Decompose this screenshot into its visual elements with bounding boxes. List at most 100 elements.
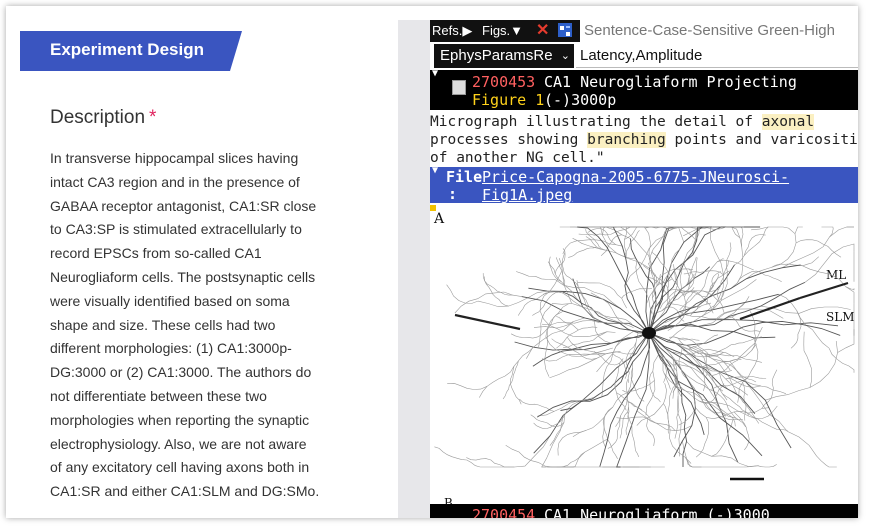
axon-branch [556, 316, 579, 331]
axon-branch [679, 258, 724, 311]
axon-branch [576, 280, 612, 344]
axon-branch [724, 296, 750, 320]
file-link[interactable]: Price-Capogna-2005-6775-JNeurosci- Fig1A.… [482, 168, 842, 204]
description-line: morphologies when reporting the synaptic [50, 411, 310, 428]
description-line: CA1:SR and either CA1:SLM and DG:SMo. [50, 483, 320, 500]
axon-branch [734, 464, 777, 468]
next-record-id[interactable]: 2700454 [472, 506, 536, 518]
axon-branch [695, 407, 770, 420]
axon-branch [447, 382, 488, 390]
axon-branch [649, 371, 661, 403]
axon-branch [781, 226, 854, 269]
axon-branch [549, 351, 637, 379]
axon-branch [697, 308, 784, 327]
figure-label[interactable]: Figure 1 [472, 91, 545, 109]
axon-branch [790, 310, 802, 349]
figure-caption: Micrograph illustrating the detail of ax… [430, 113, 858, 167]
axon-branch [624, 234, 667, 286]
axon-branch [748, 412, 788, 431]
pane-divider-scrollbar[interactable] [398, 20, 430, 518]
translate-icon[interactable] [558, 23, 572, 37]
axon-branch [692, 364, 732, 373]
collapse-triangle-icon[interactable]: ▼ [432, 68, 439, 79]
axon-branch [717, 259, 754, 271]
axon-branch [760, 305, 851, 314]
axon-branch [479, 346, 534, 398]
axon-branch [552, 303, 634, 328]
axon-branch [731, 316, 760, 332]
axon-branch [628, 402, 651, 420]
axon-branch [648, 266, 711, 334]
axon-branch [546, 451, 585, 468]
axon-branch [663, 372, 738, 411]
axon-branch [648, 332, 739, 463]
axon-branch [688, 334, 718, 350]
filter-bar: EphysParamsRe ⌄ Latency,Amplitude [430, 44, 858, 68]
figs-button[interactable]: Figs.▼ [482, 20, 523, 42]
description-line: DG:3000 or (2) CA1:3000. The authors do [50, 364, 312, 381]
refs-button[interactable]: Refs.▶ [432, 20, 472, 42]
axon-branch [446, 284, 479, 304]
search-mode-text[interactable]: Sentence-Case-Sensitive Green-High [584, 22, 835, 39]
collapse-triangle-icon[interactable]: ▼ [432, 165, 439, 176]
axon-branch [669, 336, 711, 357]
axon-branch [663, 403, 670, 434]
axon-branch [594, 351, 621, 366]
axon-branch [716, 301, 746, 319]
axon-branch [648, 332, 756, 414]
section-title: Experiment Design [50, 40, 204, 59]
axon-branch [734, 226, 769, 266]
axon-branch [545, 303, 569, 337]
axon-branch [666, 279, 757, 342]
panel-letter-b: B [444, 496, 453, 505]
axon-branch [538, 303, 553, 347]
axon-branch [587, 228, 616, 245]
axon-branch [743, 234, 766, 256]
section-banner: Experiment Design [20, 31, 242, 71]
axon-branch [648, 323, 776, 339]
axon-branch [533, 332, 650, 454]
axon-branch [729, 377, 787, 394]
axon-branch [622, 380, 655, 393]
axon-branch [577, 282, 627, 309]
axon-branch [669, 353, 677, 393]
ephys-params-select[interactable]: EphysParamsRe ⌄ [434, 44, 574, 68]
caption-highlight: branching [587, 132, 666, 148]
axon-branch [679, 265, 684, 293]
axon-branch [674, 379, 682, 457]
record-name-line2: (-)3000p [544, 91, 617, 109]
file-label: File [446, 168, 483, 186]
figs-arrow-icon: ▼ [510, 23, 524, 38]
axon-branch [646, 417, 655, 446]
params-field[interactable]: Latency,Amplitude [576, 44, 858, 68]
axon-branch [828, 348, 855, 373]
save-icon[interactable] [452, 80, 466, 95]
axon-branch [821, 226, 834, 238]
axon-branch [619, 411, 629, 439]
file-link-line2[interactable]: Fig1A.jpeg [482, 186, 573, 204]
axon-branch [590, 292, 625, 325]
axon-branch [600, 234, 622, 257]
axon-branch [607, 415, 621, 449]
axon-branch [480, 435, 551, 468]
axon-branch [704, 353, 731, 371]
file-link-line1[interactable]: Price-Capogna-2005-6775-JNeurosci- [482, 168, 790, 186]
axon-branch [683, 270, 724, 276]
axon-branch [728, 226, 744, 289]
axon-branch [510, 328, 548, 339]
axon-branch [804, 243, 855, 283]
axon-branch [566, 336, 607, 355]
description-line: not differentiate between these two [50, 387, 267, 404]
axon-branch [731, 336, 762, 345]
axon-branch [484, 276, 509, 307]
close-icon[interactable]: ✕ [536, 22, 550, 39]
axon-branch [733, 226, 744, 247]
record-id[interactable]: 2700453 [472, 73, 536, 91]
axon-branch [686, 345, 760, 424]
axon-branch [648, 332, 688, 467]
axon-branch [646, 231, 666, 304]
axon-branch [532, 332, 650, 367]
axon-branch [556, 438, 608, 468]
figs-label: Figs. [482, 23, 511, 38]
axon-branch [614, 358, 627, 411]
